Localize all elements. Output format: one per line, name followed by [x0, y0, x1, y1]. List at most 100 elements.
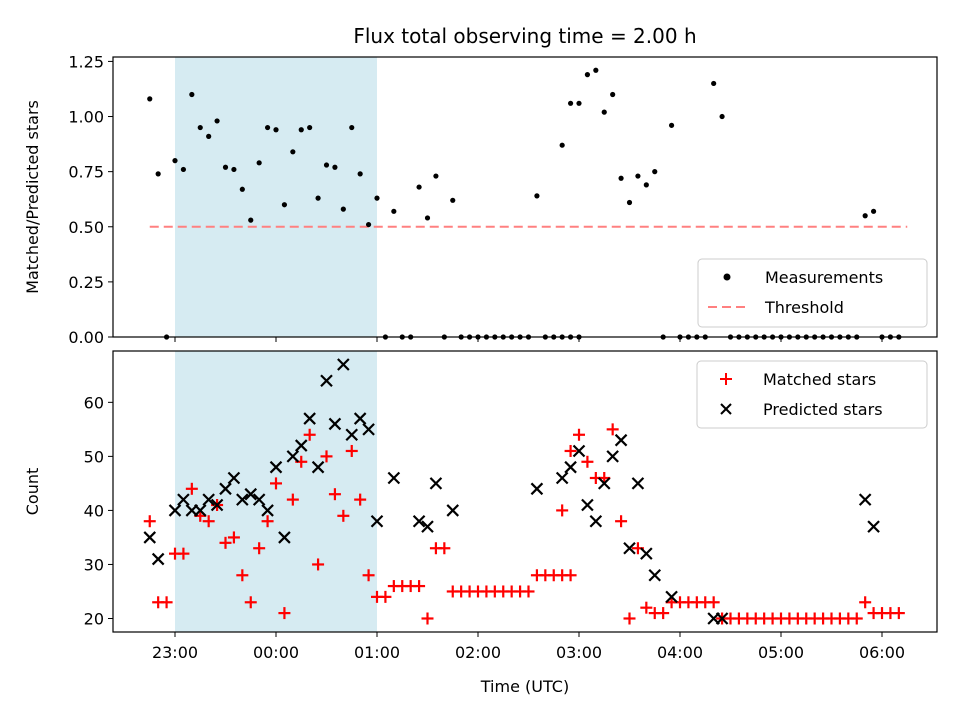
- predicted-star-point: [362, 423, 375, 436]
- predicted-star-stroke-b: [387, 471, 401, 485]
- x-tick-label: 02:00: [455, 643, 501, 662]
- x-tick-label: 00:00: [253, 643, 299, 662]
- predicted-star-stroke-b: [412, 514, 426, 528]
- predicted-star-point: [640, 547, 653, 560]
- predicted-star-stroke-b: [278, 531, 291, 544]
- matched-star-point: [522, 585, 535, 598]
- predicted-star-stroke-b: [631, 477, 645, 490]
- matched-star-point: [337, 509, 350, 522]
- predicted-star-point: [421, 520, 434, 533]
- matched-star-point: [707, 596, 720, 609]
- matched-star-point: [859, 596, 872, 609]
- measurement-point: [315, 195, 321, 201]
- bottom-series: [143, 358, 905, 625]
- x-axis-label: Time (UTC): [480, 677, 569, 696]
- predicted-star-stroke-b: [244, 487, 258, 501]
- measurement-point: [534, 193, 540, 199]
- matched-star-point: [438, 542, 451, 555]
- x-tick-label: 05:00: [758, 643, 804, 662]
- matched-star-point: [892, 607, 905, 620]
- measurement-point: [711, 80, 717, 87]
- predicted-star-point: [597, 477, 611, 490]
- measurement-point: [189, 91, 195, 98]
- measurement-point: [298, 127, 304, 133]
- predicted-star-stroke-b: [202, 493, 215, 506]
- predicted-star-stroke-b: [429, 477, 443, 490]
- measurement-point: [357, 171, 363, 177]
- bottom-y-axis-label: Count: [23, 468, 42, 516]
- measurement-point: [576, 100, 582, 106]
- predicted-star-stroke-b: [362, 423, 375, 436]
- measurement-point: [307, 124, 313, 131]
- measurement-point: [416, 184, 422, 190]
- measurements-series: [147, 67, 902, 340]
- predicted-star-stroke-b: [581, 498, 594, 512]
- bottom-observing-window: [175, 351, 377, 632]
- legend-predicted-label: Predicted stars: [763, 400, 883, 419]
- predicted-star-point: [177, 493, 190, 506]
- measurement-point: [197, 124, 203, 131]
- predicted-star-stroke-b: [572, 444, 586, 458]
- predicted-star-point: [193, 504, 207, 517]
- matched-star-point: [379, 590, 392, 603]
- matched-star-point: [615, 515, 628, 528]
- predicted-star-stroke-b: [345, 428, 359, 442]
- predicted-star-point: [337, 358, 350, 371]
- matched-star-point: [556, 504, 569, 517]
- matched-star-point: [270, 477, 282, 490]
- measurement-point: [374, 195, 380, 201]
- predicted-star-point: [412, 514, 426, 528]
- matched-star-point: [219, 536, 232, 549]
- predicted-star-point: [261, 504, 274, 517]
- top-legend: Measurements Threshold: [697, 258, 928, 328]
- y-tick-label: 1.00: [68, 108, 104, 127]
- bottom-axes-frame: [112, 350, 938, 633]
- top-y-axis: 0.00 0.25 0.50 0.75 1.00 1.25: [68, 52, 113, 347]
- predicted-star-stroke-b: [353, 412, 367, 425]
- predicted-star-point: [858, 493, 872, 506]
- y-tick-label: 0.75: [68, 163, 104, 182]
- measurement-point: [222, 164, 229, 170]
- measurement-point: [264, 124, 271, 131]
- predicted-star-point: [614, 433, 628, 447]
- predicted-star-stroke-b: [640, 547, 653, 560]
- measurement-point: [593, 67, 599, 73]
- matched-star-point: [303, 428, 316, 441]
- predicted-star-stroke-b: [303, 412, 316, 425]
- measurement-point: [862, 213, 868, 219]
- predicted-star-stroke-b: [168, 504, 182, 517]
- predicted-star-point: [648, 568, 662, 582]
- predicted-star-stroke-b: [337, 358, 350, 371]
- measurement-point: [290, 149, 296, 155]
- predicted-star-stroke-b: [530, 482, 544, 496]
- measurement-point: [155, 171, 161, 177]
- predicted-star-point: [202, 493, 215, 506]
- bottom-y-axis: 20 30 40 50 60: [84, 393, 113, 628]
- measurement-point: [340, 206, 346, 212]
- predicted-star-point: [151, 552, 165, 566]
- predicted-star-stroke-b: [614, 433, 628, 447]
- predicted-star-point: [606, 450, 619, 463]
- predicted-star-point: [328, 417, 342, 431]
- predicted-star-stroke-b: [227, 471, 241, 485]
- y-tick-label: 20: [84, 609, 104, 628]
- matched-star-point: [227, 531, 240, 544]
- y-tick-label: 60: [84, 393, 104, 412]
- predicted-star-stroke-b: [589, 514, 603, 528]
- predicted-star-point: [564, 460, 577, 474]
- predicted-star-point: [867, 520, 880, 533]
- predicted-star-stroke-b: [623, 541, 636, 555]
- matched-star-point: [640, 601, 653, 614]
- matched-star-point: [202, 515, 215, 528]
- matched-star-point: [261, 515, 274, 528]
- measurement-point: [172, 158, 178, 164]
- predicted-star-stroke-b: [236, 493, 249, 506]
- predicted-star-point: [581, 498, 594, 512]
- matched-star-point: [253, 542, 266, 555]
- predicted-star-stroke-b: [177, 493, 190, 506]
- matched-star-point: [320, 450, 333, 463]
- predicted-star-point: [303, 412, 316, 425]
- top-legend-box: [697, 258, 928, 328]
- measurement-point: [239, 186, 245, 192]
- predicted-star-point: [370, 514, 384, 528]
